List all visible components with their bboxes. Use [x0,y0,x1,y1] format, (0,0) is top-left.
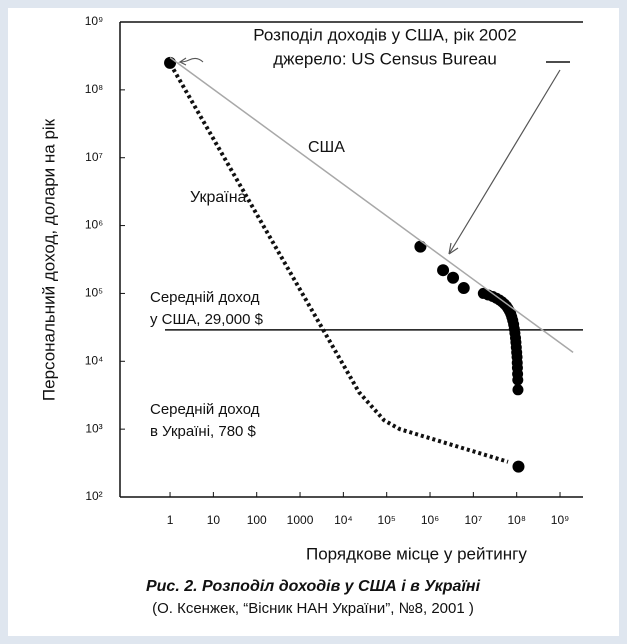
x-tick-label: 1000 [287,513,314,527]
chart-title: Розподіл доходів у США, рік 2002 [253,25,516,44]
arrow [448,69,561,255]
line [171,68,509,464]
y-tick-label: 10⁶ [85,218,103,232]
caption: Рис. 2. Розподіл доходів у США і в Украї… [146,578,481,595]
point [447,271,460,284]
x-tick-label: 10⁸ [507,513,525,527]
x-axis-title: Порядкове місце у рейтингу [306,544,527,563]
arrow [178,57,204,66]
x-tick-label: 10⁷ [465,513,483,527]
point [437,264,450,277]
chart-subtitle: джерело: US Census Bureau [273,49,497,68]
x-tick-label: 1 [167,513,174,527]
annotation: Середній доход [150,401,260,418]
annotation: в Україні, 780 $ [150,423,257,440]
x-tick-label: 10⁵ [378,513,396,527]
point [512,384,524,396]
y-tick-label: 10⁹ [85,14,104,28]
line [169,56,574,354]
annotation: Середній доход [150,289,260,306]
point [512,460,525,473]
y-tick-label: 10⁵ [85,286,103,300]
arrow-head [448,242,459,255]
annotation: у США, 29,000 $ [150,311,264,328]
point [164,56,177,69]
x-tick-label: 10 [207,513,221,527]
x-tick-label: 100 [247,513,267,527]
series-label: Україна [190,189,247,206]
x-tick-label: 10⁹ [551,513,570,527]
panel [8,8,619,636]
y-tick-label: 10⁴ [85,353,104,367]
series-label: США [308,139,345,156]
y-tick-label: 10⁷ [85,150,103,164]
y-tick-label: 10² [85,489,102,503]
x-tick-label: 10⁶ [421,513,439,527]
y-tick-label: 10³ [85,421,102,435]
y-axis-title: Персональний доход, долари на рік [39,118,58,401]
point [414,240,427,253]
point [457,282,470,295]
source: (О. Ксенжек, “Вісник НАН України”, №8, 2… [152,600,474,617]
y-tick-label: 10⁸ [85,82,103,96]
x-tick-label: 10⁴ [334,513,353,527]
point [512,374,524,386]
